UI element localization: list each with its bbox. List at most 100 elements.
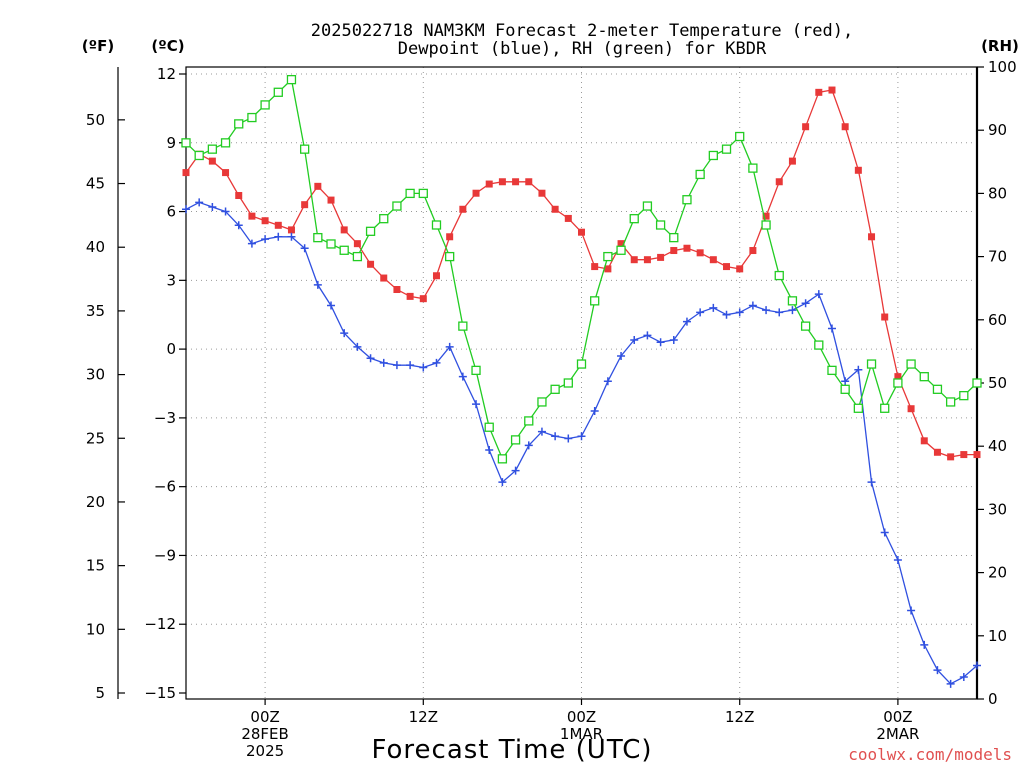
2-meter-temperature-point (696, 249, 704, 257)
rh-point (405, 188, 415, 199)
rh-point (339, 245, 349, 255)
2-meter-temperature-point (393, 286, 401, 294)
rh-tick-label: 50 (988, 374, 1007, 392)
2-meter-temperature-point (380, 274, 388, 282)
celsius-tick-label: −3 (154, 409, 176, 427)
dewpoint-point (208, 202, 217, 211)
2-meter-temperature-point (973, 451, 981, 459)
2-meter-temperature-point (960, 451, 968, 459)
rh-point (418, 188, 428, 199)
2-meter-temperature-point (287, 226, 295, 234)
rh-tick-label: 100 (988, 58, 1017, 76)
2-meter-temperature-point (828, 86, 836, 94)
rh-point (866, 359, 877, 369)
rh-point (814, 340, 824, 350)
dewpoint-point (379, 358, 388, 367)
gridlines (186, 67, 977, 699)
rh-tick-label: 60 (988, 311, 1007, 329)
2-meter-temperature-point (248, 212, 256, 220)
dewpoint-point (603, 377, 612, 386)
2-meter-temperature-point (182, 169, 190, 177)
rh-point (853, 403, 863, 413)
fahrenheit-tick-label: 30 (86, 366, 105, 384)
celsius-tick-label: 12 (157, 65, 176, 83)
celsius-tick-label: 0 (166, 340, 176, 358)
dewpoint-point (472, 400, 481, 409)
celsius-tick-label: −15 (144, 684, 176, 702)
rh-point (181, 138, 191, 148)
rh-line (185, 78, 978, 461)
2-meter-temperature-point (815, 88, 823, 96)
dewpoint-point (221, 207, 230, 216)
2-meter-temperature-point (630, 256, 638, 264)
fahrenheit-axis-unit: (ºF) (82, 37, 114, 55)
celsius-tick-label: −6 (154, 478, 176, 496)
x-tick-label: 2MAR (876, 725, 919, 743)
2-meter-temperature-point (432, 272, 440, 280)
2-meter-temperature-point (485, 180, 493, 188)
celsius-tick-label: 9 (166, 134, 176, 152)
2-meter-temperature-point (709, 256, 717, 264)
2-meter-temperature-point (920, 437, 928, 445)
rh-point (273, 87, 283, 97)
2-meter-temperature-point (841, 123, 849, 131)
rh-tick-label: 30 (988, 500, 1007, 518)
rh-point (893, 378, 903, 388)
rh-point (735, 131, 745, 142)
2-meter-temperature-point (894, 373, 902, 381)
2-meter-temperature-point (657, 253, 665, 261)
dewpoint-point (498, 478, 507, 487)
x-tick-label: 00Z (883, 708, 912, 726)
2-meter-temperature-point (683, 244, 691, 252)
dewpoint-point (485, 445, 494, 454)
dewpoint-point (247, 239, 256, 248)
dewpoint-point (854, 365, 863, 374)
2-meter-temperature-point (367, 260, 375, 268)
rh-point (379, 214, 389, 224)
dewpoint-point (551, 432, 560, 441)
dewpoint-point (537, 427, 546, 436)
2-meter-temperature-point (749, 247, 757, 255)
chart-title-line-1: 2025022718 NAM3KM Forecast 2-meter Tempe… (311, 21, 853, 41)
axes: 129630−3−6−9−12−155045403530252015105100… (86, 58, 1017, 760)
rh-point (484, 422, 494, 432)
dewpoint-point (234, 221, 243, 230)
dewpoint-point (195, 198, 204, 207)
2-meter-temperature-point (762, 212, 770, 220)
dewpoint-point (973, 661, 981, 670)
2-meter-temperature-point (459, 205, 467, 213)
dewpoint-point (814, 290, 823, 299)
fahrenheit-tick-label: 25 (86, 429, 105, 447)
rh-tick-label: 20 (988, 564, 1007, 582)
2-meter-temperature-point (406, 292, 414, 300)
2-meter-temperature-point (314, 182, 322, 190)
dewpoint-point (392, 361, 401, 370)
2-meter-temperature-point (643, 256, 651, 264)
rh-point (313, 232, 323, 243)
x-axis-label: Forecast Time (UTC) (371, 735, 652, 765)
dewpoint-point (959, 672, 968, 681)
rh-point (840, 384, 850, 394)
rh-tick-label: 80 (988, 184, 1007, 202)
2-meter-temperature-point (551, 205, 559, 213)
2-meter-temperature-point (446, 233, 454, 241)
dewpoint-point (353, 342, 362, 351)
dewpoint-point (287, 232, 296, 241)
2-meter-temperature-point (775, 178, 783, 186)
rh-point (497, 454, 508, 464)
rh-point (827, 365, 837, 376)
dewpoint-point (696, 308, 705, 317)
rh-point (642, 201, 653, 211)
dewpoint-point (590, 407, 599, 416)
rh-point (880, 403, 890, 413)
rh-point (800, 321, 811, 331)
fahrenheit-tick-label: 50 (86, 111, 105, 129)
dewpoint-line (185, 201, 978, 685)
dewpoint-point (669, 335, 678, 344)
data-series (181, 74, 982, 688)
dewpoint-point (630, 335, 639, 344)
rh-point (590, 296, 600, 306)
chart-title-line-2: Dewpoint (blue), RH (green) for KBDR (398, 39, 767, 59)
rh-point (220, 138, 231, 148)
